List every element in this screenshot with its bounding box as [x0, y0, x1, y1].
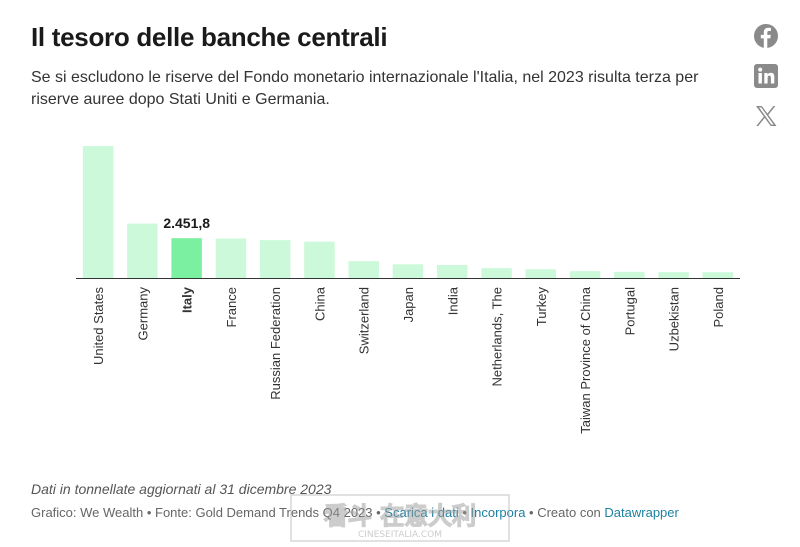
- data-label-italy: 2.451,8: [163, 215, 210, 231]
- tick-label-united-states: United States: [91, 287, 106, 366]
- bar-poland: [702, 272, 734, 278]
- bar-turkey: [525, 269, 556, 278]
- bar-netherlands-the: [481, 268, 512, 278]
- bar-taiwan-province-of-china: [569, 271, 601, 278]
- bar-switzerland: [348, 261, 379, 278]
- x-share-button[interactable]: [752, 102, 780, 130]
- tick-label-japan: Japan: [401, 287, 416, 322]
- svg-text:CINESEITALIA.COM: CINESEITALIA.COM: [358, 530, 442, 540]
- bar-japan: [392, 264, 424, 278]
- bar-uzbekistan: [658, 272, 689, 278]
- embed-link[interactable]: Incorpora: [470, 505, 526, 520]
- tick-label-poland: Poland: [711, 287, 726, 327]
- bar-china: [304, 241, 335, 278]
- tick-label-uzbekistan: Uzbekistan: [667, 287, 682, 351]
- tick-label-switzerland: Switzerland: [357, 287, 372, 354]
- linkedin-share-button[interactable]: [752, 62, 780, 90]
- bar-united-states: [82, 146, 114, 278]
- tick-label-netherlands-the: Netherlands, The: [490, 287, 505, 387]
- tick-label-portugal: Portugal: [622, 287, 637, 336]
- chart-subtitle: Se si escludono le riserve del Fondo mon…: [31, 69, 699, 108]
- bar-russian-federation: [259, 240, 291, 278]
- x-twitter-icon: [756, 106, 777, 126]
- svg-text:看斗 在意大利: 看斗 在意大利: [324, 502, 476, 530]
- facebook-icon: [754, 24, 778, 48]
- tick-label-russian-federation: Russian Federation: [268, 287, 283, 400]
- tick-label-india: India: [445, 286, 460, 315]
- bar-germany: [127, 223, 158, 278]
- footer-separator: •: [458, 505, 471, 520]
- bar-chart: United States Germany Italy 2.451,8 France Ru…: [76, 146, 740, 434]
- tick-label-turkey: Turkey: [534, 287, 549, 327]
- tick-label-taiwan-province-of-china: Taiwan Province of China: [578, 286, 593, 433]
- tick-label-italy: Italy: [180, 286, 195, 313]
- chart-notes: Dati in tonnellate aggiornati al 31 dice…: [31, 481, 332, 497]
- get-data-link[interactable]: Scarica i dati: [384, 505, 459, 520]
- facebook-share-button[interactable]: [752, 22, 780, 50]
- footer-source: Grafico: We Wealth • Fonte: Gold Demand …: [31, 505, 385, 520]
- watermark-logo: 看斗 在意大利 CINESEITALIA.COM: [290, 494, 510, 542]
- bar-italy: [171, 238, 202, 278]
- bar-france: [215, 238, 247, 278]
- chart-title: Il tesoro delle banche centrali: [31, 22, 388, 52]
- tick-label-germany: Germany: [135, 287, 150, 341]
- linkedin-icon: [754, 64, 778, 88]
- tick-label-france: France: [224, 287, 239, 327]
- footer-created-with: • Creato con: [525, 505, 605, 520]
- bar-portugal: [614, 271, 645, 278]
- chart-footer: Grafico: We Wealth • Fonte: Gold Demand …: [31, 505, 679, 520]
- datawrapper-link[interactable]: Datawrapper: [604, 505, 679, 520]
- tick-label-china: China: [313, 286, 328, 321]
- bar-india: [437, 265, 468, 278]
